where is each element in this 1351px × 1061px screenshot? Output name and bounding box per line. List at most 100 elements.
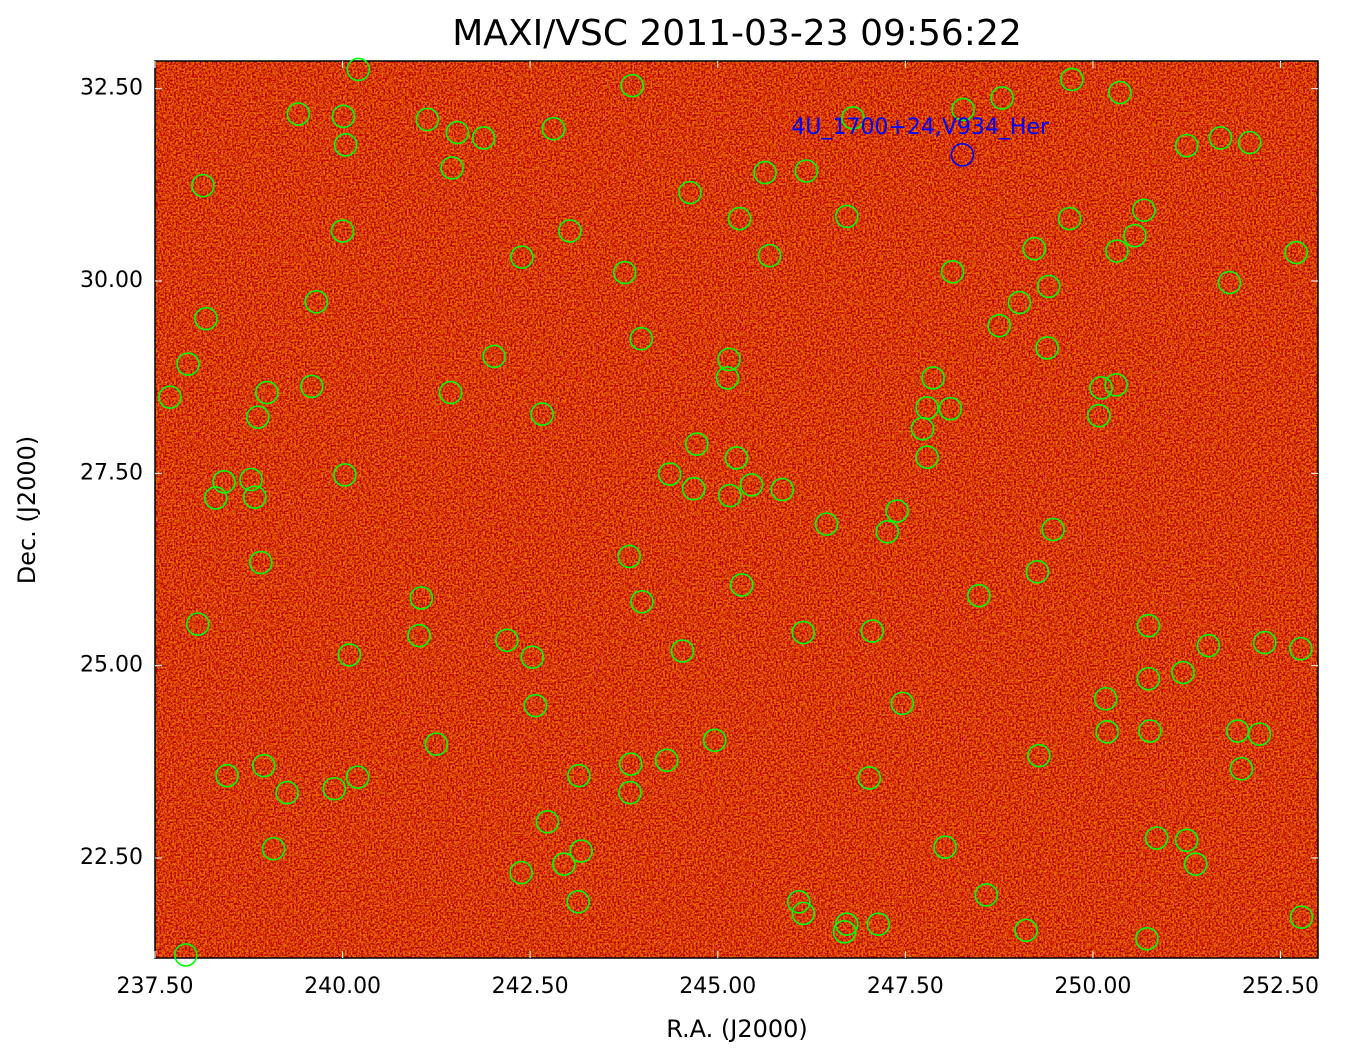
source-marker [330,219,355,243]
plot-frame [154,60,1319,959]
source-marker [1247,722,1272,746]
source-marker [1105,239,1129,263]
source-marker [717,483,742,508]
source-marker [1089,376,1113,400]
source-marker [1041,517,1065,542]
source-marker [1196,633,1221,658]
source-marker [1174,828,1199,853]
source-marker [333,133,358,157]
source-marker [535,810,560,834]
x-tick-label: 240.00 [304,974,381,999]
source-marker [415,107,440,132]
source-marker [440,156,464,180]
source-marker [331,104,356,129]
source-marker [1025,560,1050,584]
source-marker [786,890,811,914]
x-tick-label: 237.50 [117,974,194,999]
source-marker [541,116,566,141]
source-marker [346,57,371,82]
source-marker [1035,336,1059,360]
source-marker [407,623,431,648]
source-marker [1132,198,1156,223]
target-label: 4U_1700+24,V934_Her [791,115,1050,140]
source-marker [990,86,1014,110]
source-marker [630,590,654,614]
source-marker [1093,686,1118,711]
source-marker [1108,80,1132,105]
source-marker [185,612,210,636]
source-marker [860,619,885,643]
source-marker [1183,852,1208,876]
source-marker [191,173,215,198]
source-marker [940,259,965,284]
sky-noise [155,61,1318,958]
source-marker [1289,905,1314,930]
source-marker [409,586,434,610]
source-marker [1057,206,1082,231]
source-marker [1014,918,1038,943]
source-marker [724,446,749,470]
y-tick-label: 25.00 [80,653,143,678]
source-marker [717,347,741,372]
source-marker [1136,666,1161,691]
source-marker [885,499,909,523]
source-marker [1095,720,1119,744]
source-marker [345,765,370,790]
source-marker [1174,133,1199,158]
y-axis-label: Dec. (J2000) [13,436,41,585]
source-marker [715,366,740,390]
source-marker [304,289,329,314]
source-marker [866,912,891,936]
source-marker [967,583,991,608]
source-marker [770,477,795,502]
source-marker [987,313,1011,338]
x-axis-label: R.A. (J2000) [666,1015,808,1043]
source-marker [1036,274,1061,299]
source-marker [471,126,496,150]
y-tick-label: 30.00 [80,268,143,293]
source-marker [620,73,645,98]
source-marker [445,120,470,145]
source-marker [567,763,591,788]
source-marker [832,920,857,944]
source-marker [1217,270,1242,295]
source-marker [245,405,270,429]
source-marker [530,402,554,426]
source-marker [654,748,679,773]
source-marker [1229,756,1254,781]
source-marker [286,102,311,126]
source-marker [261,836,286,861]
source-marker [757,243,782,268]
source-marker [523,693,548,718]
source-marker [495,628,519,653]
source-marker [681,476,706,501]
source-marker [1136,613,1161,638]
source-marker [552,852,576,876]
source-marker [215,763,239,788]
source-marker [617,544,642,569]
x-tick-label: 250.00 [1054,974,1131,999]
y-tick-label: 22.50 [80,845,143,870]
y-tick-label: 27.50 [80,460,143,485]
source-marker [158,385,182,409]
source-marker [322,776,347,801]
x-tick-label: 247.50 [867,974,944,999]
source-marker [558,219,582,243]
source-marker [890,691,915,716]
source-marker [629,326,654,351]
source-marker [1284,240,1309,265]
source-marker [727,206,752,231]
source-marker [569,839,593,863]
source-marker [337,643,362,667]
source-marker [203,486,228,510]
source-marker [702,728,727,753]
target-marker [950,143,975,167]
source-marker [938,396,963,421]
source-marker [915,445,939,469]
source-marker [739,473,764,497]
source-marker [670,639,695,663]
source-marker [612,260,637,285]
source-marker [212,470,236,494]
source-marker [974,883,999,907]
